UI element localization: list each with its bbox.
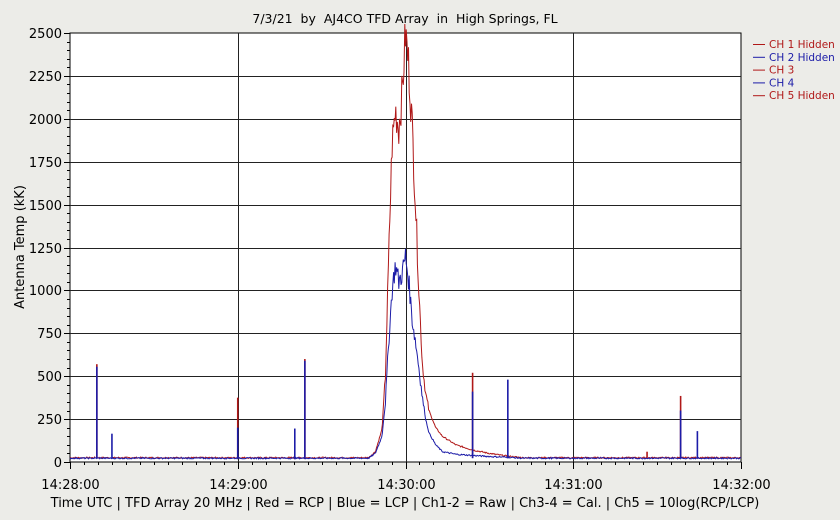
- legend-item[interactable]: CH 2 Hidden: [753, 52, 835, 64]
- series-layer: [69, 23, 742, 460]
- x-tick-label: 14:30:00: [377, 478, 435, 493]
- y-axis: 0 250 500 750 1000 1250 1500 1750 2000 2250 2500: [29, 27, 70, 471]
- legend-label: CH 2 Hidden: [769, 52, 835, 64]
- y-tick-label: 1000: [29, 284, 62, 299]
- y-tick-label: 1250: [29, 242, 62, 257]
- grid: [70, 33, 741, 462]
- legend-item[interactable]: CH 3: [753, 65, 794, 77]
- legend-label: CH 3: [769, 65, 794, 77]
- y-tick-label: 500: [37, 370, 62, 385]
- x-tick-label: 14:31:00: [544, 478, 602, 493]
- chart-title: 7/3/21 by AJ4CO TFD Array in High Spring…: [252, 11, 557, 26]
- y-tick-label: 1750: [29, 156, 62, 171]
- y-tick-label: 1500: [29, 199, 62, 214]
- y-tick-label: 250: [37, 413, 62, 428]
- y-tick-label: 2000: [29, 113, 62, 128]
- y-tick-label: 2500: [29, 27, 62, 42]
- plot-area: [69, 32, 742, 463]
- y-tick-label: 750: [37, 327, 62, 342]
- legend-label: CH 1 Hidden: [769, 39, 835, 51]
- legend-label: CH 4: [769, 77, 795, 89]
- series-line: [69, 248, 742, 460]
- series-lcp: [69, 248, 742, 460]
- x-axis: 14:28:00 14:29:00 14:30:00 14:31:00 14:32:00: [41, 462, 771, 493]
- x-axis-title: Time UTC | TFD Array 20 MHz | Red = RCP …: [50, 496, 760, 511]
- legend-label: CH 5 Hidden: [769, 90, 835, 102]
- legend-item[interactable]: CH 5 Hidden: [753, 90, 835, 102]
- x-tick-label: 14:32:00: [712, 478, 770, 493]
- y-tick-label: 2250: [29, 70, 62, 85]
- legend-item[interactable]: CH 1 Hidden: [753, 39, 835, 51]
- y-axis-title: Antenna Temp (kK): [13, 185, 28, 309]
- x-tick-label: 14:28:00: [41, 478, 99, 493]
- y-tick-label: 0: [54, 456, 62, 471]
- x-tick-label: 14:29:00: [209, 478, 267, 493]
- legend-item[interactable]: CH 4: [753, 77, 795, 89]
